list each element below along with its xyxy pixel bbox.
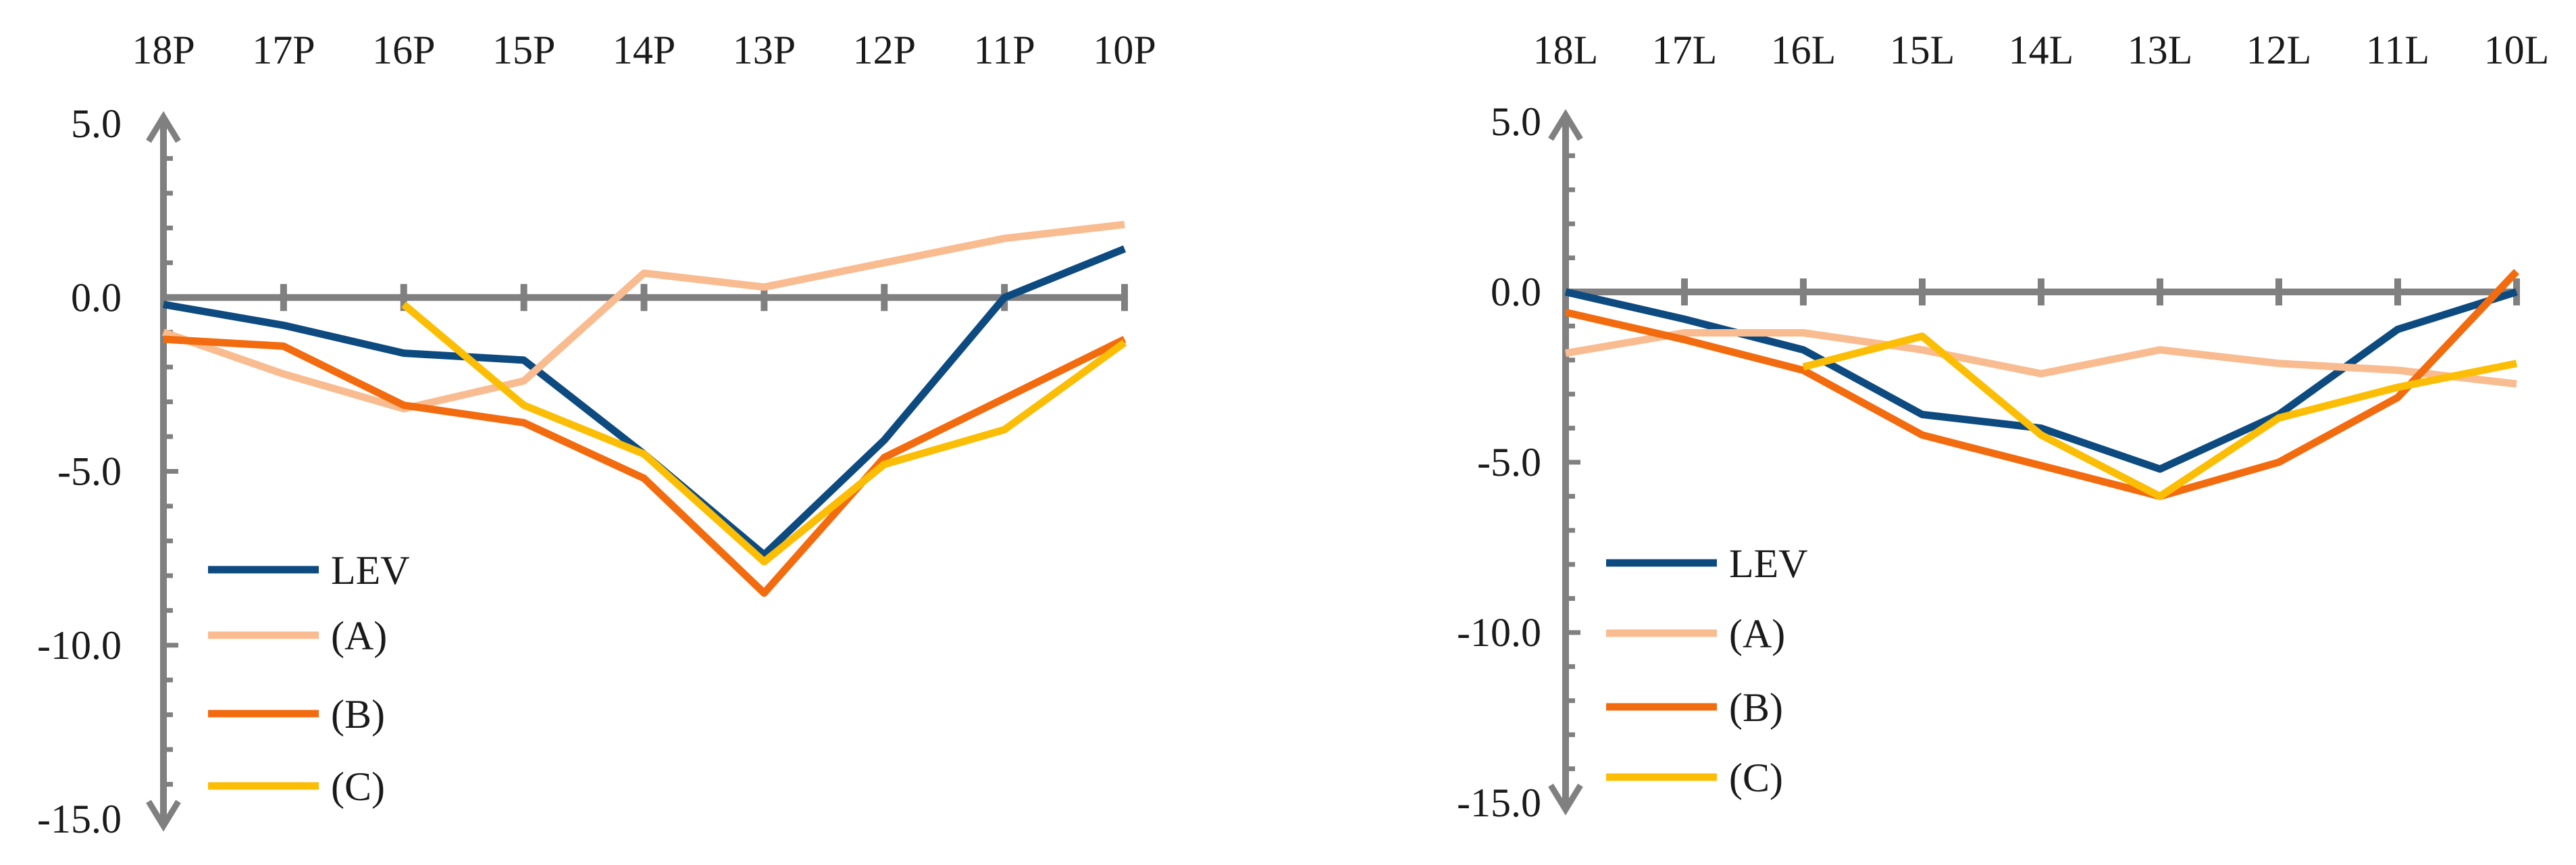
category-label: 18L bbox=[1533, 28, 1599, 72]
category-label: 14P bbox=[613, 28, 675, 72]
legend-label-a: (A) bbox=[1729, 612, 1785, 656]
y-tick-label: -5.0 bbox=[1477, 440, 1541, 485]
y-axis-arrow-down bbox=[1548, 783, 1583, 816]
y-axis-arrow-up bbox=[146, 111, 181, 143]
series-line-lev bbox=[1564, 288, 2518, 473]
category-label: 16L bbox=[1771, 28, 1836, 72]
series-line-b bbox=[163, 335, 1127, 597]
category-label: 11L bbox=[2366, 28, 2429, 72]
category-label: 17P bbox=[252, 28, 315, 72]
series-line-a bbox=[1565, 329, 2517, 388]
category-label: 16P bbox=[372, 28, 435, 72]
category-label: 14L bbox=[2009, 28, 2074, 72]
y-tick-label: -10.0 bbox=[1457, 610, 1541, 655]
y-tick-label: -10.0 bbox=[37, 623, 122, 668]
y-tick-label: 0.0 bbox=[71, 275, 122, 320]
category-label: 17L bbox=[1652, 28, 1718, 72]
series-line-c bbox=[401, 301, 1127, 566]
y-tick-label: -15.0 bbox=[1457, 781, 1541, 825]
category-label: 10P bbox=[1093, 28, 1156, 72]
legend-label-a: (A) bbox=[331, 614, 387, 658]
legend-label-lev: LEV bbox=[331, 548, 410, 593]
legend-label-b: (B) bbox=[1729, 685, 1783, 730]
category-label: 18P bbox=[132, 28, 195, 72]
category-label: 12P bbox=[853, 28, 916, 72]
series-line-a bbox=[162, 220, 1125, 413]
legend-label-c: (C) bbox=[331, 764, 385, 809]
series-line-c bbox=[1802, 332, 2518, 500]
category-label: 12L bbox=[2246, 28, 2312, 72]
category-label: 10L bbox=[2484, 28, 2550, 72]
chart-1: 5.0 0.0 -5.0 -10.0 -15.0 18P 17P 16P 15P 14P 13P 12… bbox=[37, 28, 1156, 841]
y-tick-label: 0.0 bbox=[1491, 270, 1541, 314]
y-tick-label: 5.0 bbox=[1491, 99, 1541, 144]
y-tick-label: -15.0 bbox=[37, 797, 122, 841]
legend: LEV (A) (B) (C) bbox=[1606, 541, 1808, 800]
y-axis-arrow-down bbox=[146, 799, 181, 832]
category-label: 11P bbox=[974, 28, 1035, 72]
category-label: 13L bbox=[2128, 28, 2193, 72]
legend: LEV (A) (B) (C) bbox=[208, 548, 410, 809]
category-label: 15L bbox=[1890, 28, 1955, 72]
category-label: 13P bbox=[733, 28, 796, 72]
category-label: 15P bbox=[492, 28, 555, 72]
series-line-b bbox=[1564, 269, 2519, 500]
y-tick-label: -5.0 bbox=[57, 449, 122, 494]
y-tick-label: 5.0 bbox=[71, 101, 122, 146]
legend-label-b: (B) bbox=[331, 692, 385, 737]
legend-label-c: (C) bbox=[1729, 756, 1783, 800]
y-axis-arrow-up bbox=[1548, 109, 1583, 141]
legend-label-lev: LEV bbox=[1729, 541, 1808, 586]
chart-2: 5.0 0.0 -5.0 -10.0 -15.0 18L 17L 16L 15L 14L 13L 12… bbox=[1457, 28, 2549, 825]
